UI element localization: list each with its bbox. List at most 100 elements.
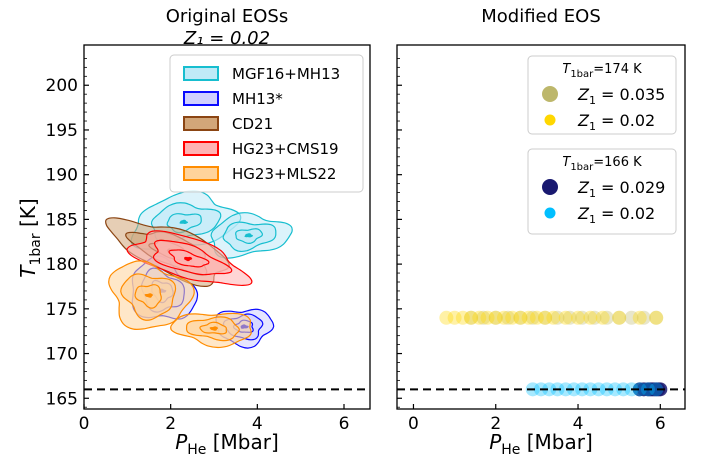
right-legend-title-sub-0: 1bar (570, 69, 594, 80)
left-axes-frame (83, 44, 371, 410)
left-legend-swatch-4 (183, 166, 219, 181)
right-legend-marker-0-0 (542, 86, 558, 102)
point-0-13 (624, 310, 639, 325)
point-0-0 (464, 310, 479, 325)
point-3-2 (542, 382, 557, 397)
right-legend-label-1-1: Z1 = 0.02 (577, 204, 655, 226)
point-0-8 (562, 310, 577, 325)
left-ytick-label-6: 195 (46, 121, 78, 141)
left-legend-label-1: MH13* (232, 90, 283, 108)
x-axis-label-right: PHe [Mbar] (489, 430, 593, 458)
point-1-9 (513, 310, 528, 325)
point-3-7 (583, 382, 598, 397)
point-1-19 (632, 310, 647, 325)
right-legend-label-1-0: Z1 = 0.029 (577, 178, 665, 200)
left-title-line1: Original EOSs (166, 6, 289, 27)
right-legend-box-1 (527, 148, 677, 235)
left-ticks: 0 2 4 6 165 170 175 180 185 190 195 200 (46, 58, 349, 434)
right-ticks: 0 2 4 6 (397, 58, 666, 434)
point-1-0 (439, 310, 454, 325)
left-xtick-label-0: 0 (79, 414, 90, 434)
point-1-13 (546, 310, 561, 325)
right-legend-title-1: T1bar=166 K (562, 155, 642, 173)
left-legend: MGF16+MH13 MH13* CD21 HG23+CMS19 HG23+MLS22 (169, 54, 364, 193)
right-xtick-label-2: 4 (573, 414, 584, 434)
point-0-9 (575, 310, 590, 325)
point-3-15 (649, 382, 664, 397)
right-legend-label-0-0: Z1 = 0.035 (577, 85, 665, 107)
point-1-4 (472, 310, 487, 325)
point-3-13 (632, 382, 647, 397)
right-legend-label-rest-0-0: = 0.035 (596, 85, 665, 104)
x-axis-label-left-sub: He (187, 442, 206, 458)
right-legend-label-sub-0-0: 1 (589, 94, 596, 107)
y-axis-label-sub: 1bar (28, 233, 44, 265)
contour-peak-4-0 (144, 293, 154, 298)
point-3-4 (558, 382, 573, 397)
x-axis-label-right-sub: He (501, 442, 520, 458)
left-ytick-label-0: 165 (46, 389, 78, 409)
point-1-8 (505, 310, 520, 325)
point-0-3 (501, 310, 516, 325)
right-legend-label-main-0-1: Z (577, 111, 590, 130)
right-legend-label-main-1-1: Z (577, 204, 590, 223)
left-legend-label-0: MGF16+MH13 (232, 65, 340, 83)
right-legend-label-rest-1-1: = 0.02 (596, 204, 655, 223)
left-ytick-label-5: 190 (46, 166, 78, 186)
right-points (439, 310, 668, 397)
right-legend-label-sub-0-1: 1 (589, 120, 596, 133)
point-1-16 (583, 310, 598, 325)
right-legend-label-rest-0-1: = 0.02 (596, 111, 655, 130)
point-3-10 (608, 382, 623, 397)
right-legend-marker-1-0 (542, 179, 558, 195)
point-1-14 (558, 310, 573, 325)
right-xtick-label-0: 0 (408, 414, 419, 434)
contour-peak-3-0 (184, 256, 193, 262)
contour-series-3 (126, 230, 253, 287)
right-legend-label-main-0-0: Z (577, 85, 590, 104)
point-0-11 (599, 310, 614, 325)
right-legend-box-0 (527, 55, 677, 135)
right-legend-title-0: T1bar=174 K (562, 62, 642, 80)
point-0-15 (649, 310, 664, 325)
right-legend-label-main-1-0: Z (577, 178, 590, 197)
point-0-6 (538, 310, 553, 325)
point-0-2 (488, 310, 503, 325)
contour-series-4 (108, 260, 252, 349)
right-legend-marker-1-1 (544, 207, 556, 219)
right-legend-label-0-1: Z1 = 0.02 (577, 111, 655, 133)
right-legend-title-main-0: T (562, 62, 571, 77)
left-ytick-label-4: 185 (46, 210, 78, 230)
right-legend-title-main-1: T (562, 155, 571, 170)
point-1-1 (447, 310, 462, 325)
point-1-12 (538, 310, 553, 325)
x-axis-label-right-main: P (489, 430, 502, 454)
point-0-14 (636, 310, 651, 325)
contour-peak-0-0 (179, 219, 189, 224)
left-legend-box (169, 54, 364, 193)
left-ytick-label-2: 175 (46, 300, 78, 320)
point-1-3 (464, 310, 479, 325)
right-legend-label-rest-1-0: = 0.029 (596, 178, 665, 197)
left-legend-label-4: HG23+MLS22 (232, 165, 336, 183)
left-contours (105, 190, 293, 349)
point-1-17 (595, 310, 610, 325)
right-legend-marker-0-1 (544, 114, 556, 126)
point-1-7 (496, 310, 511, 325)
left-title-line2: Z₁ = 0.02 (183, 28, 270, 49)
x-axis-label-left-main: P (175, 430, 188, 454)
right-legend-title-rest-1: =166 K (593, 155, 642, 170)
right-legend-label-sub-1-0: 1 (589, 187, 596, 200)
y-axis-label-main: T (16, 264, 40, 278)
left-ytick-label-7: 200 (46, 76, 78, 96)
point-0-10 (587, 310, 602, 325)
left-legend-label-2: CD21 (232, 115, 273, 133)
point-1-11 (529, 310, 544, 325)
point-1-10 (521, 310, 536, 325)
point-0-1 (476, 310, 491, 325)
right-xtick-label-3: 6 (655, 414, 666, 434)
left-legend-swatch-3 (183, 141, 219, 156)
